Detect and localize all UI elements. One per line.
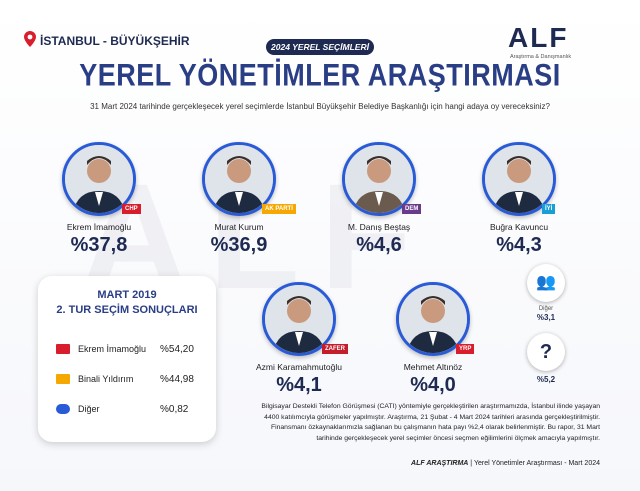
party-badge: İYİ — [542, 204, 556, 214]
row-name: Binali Yıldırım — [78, 374, 134, 384]
candidate-value: %37,8 — [70, 234, 128, 256]
party-icon — [56, 344, 70, 354]
other-label: Diğer — [538, 306, 554, 312]
candidate-name: Azmi Karamahmutoğlu — [256, 362, 342, 372]
methodology: Bilgisayar Destekli Telefon Görüşmesi (C… — [261, 403, 600, 442]
candidate-name: Murat Kurum — [214, 222, 264, 232]
candidate-photo — [62, 142, 136, 216]
candidate-value: %4,3 — [496, 234, 542, 256]
logo: ALF — [508, 22, 569, 53]
badge: 2024 YEREL SEÇİMLERİ — [266, 39, 374, 55]
party-icon — [56, 374, 70, 384]
location: İSTANBUL - BÜYÜKŞEHİR — [40, 34, 190, 48]
party-badge: DEM — [402, 204, 422, 214]
portrait — [65, 145, 133, 213]
candidate-name: Buğra Kavuncu — [489, 222, 549, 232]
candidate-photo — [342, 142, 416, 216]
candidate-photo — [482, 142, 556, 216]
row-name: Ekrem İmamoğlu — [78, 344, 147, 354]
candidate-photo — [262, 282, 336, 356]
party-badge: CHP — [122, 204, 141, 214]
party-icon — [56, 404, 70, 414]
row-value: %44,98 — [160, 374, 194, 385]
results-2019-box — [38, 276, 216, 442]
portrait — [485, 145, 553, 213]
candidate-name: Ekrem İmamoğlu — [66, 222, 132, 232]
footer: ALF ARAŞTIRMA | Yerel Yönetimler Araştır… — [411, 460, 600, 467]
results-2019-title: MART 2019 — [97, 289, 157, 301]
portrait — [345, 145, 413, 213]
other-value: %3,1 — [536, 313, 556, 322]
results-2019-subtitle: 2. TUR SEÇİM SONUÇLARI — [56, 304, 198, 316]
footer-brand: ALF ARAŞTIRMA — [411, 460, 469, 467]
candidate-value: %36,9 — [210, 234, 268, 256]
candidate-value: %4,6 — [356, 234, 402, 256]
row-value: %54,20 — [160, 344, 194, 355]
row-value: %0,82 — [160, 404, 189, 415]
candidate-value: %4,0 — [410, 374, 456, 396]
portrait — [399, 285, 467, 353]
other-icon: 👥 — [527, 264, 565, 302]
row-name: Diğer — [78, 404, 100, 414]
question: 31 Mart 2024 tarihinde gerçekleşecek yer… — [90, 102, 550, 111]
portrait — [265, 285, 333, 353]
candidate-name: Mehmet Altınöz — [403, 362, 463, 372]
title: YEREL YÖNETİMLER ARAŞTIRMASI — [79, 57, 561, 93]
candidate-photo — [202, 142, 276, 216]
party-badge: ZAFER — [322, 344, 348, 354]
other-value: %5,2 — [536, 375, 556, 384]
party-badge: AK PARTİ — [262, 204, 296, 214]
footer-text: Yerel Yönetimler Araştırması - Mart 2024 — [473, 460, 600, 467]
candidate-photo — [396, 282, 470, 356]
logo-subtitle: Araştırma & Danışmanlık — [510, 54, 572, 60]
candidate-name: M. Danış Beştaş — [347, 222, 411, 232]
location-pin — [24, 31, 36, 47]
candidate-value: %4,1 — [276, 374, 322, 396]
other-icon: ? — [527, 333, 565, 371]
party-badge: YRP — [456, 344, 475, 354]
portrait — [205, 145, 273, 213]
